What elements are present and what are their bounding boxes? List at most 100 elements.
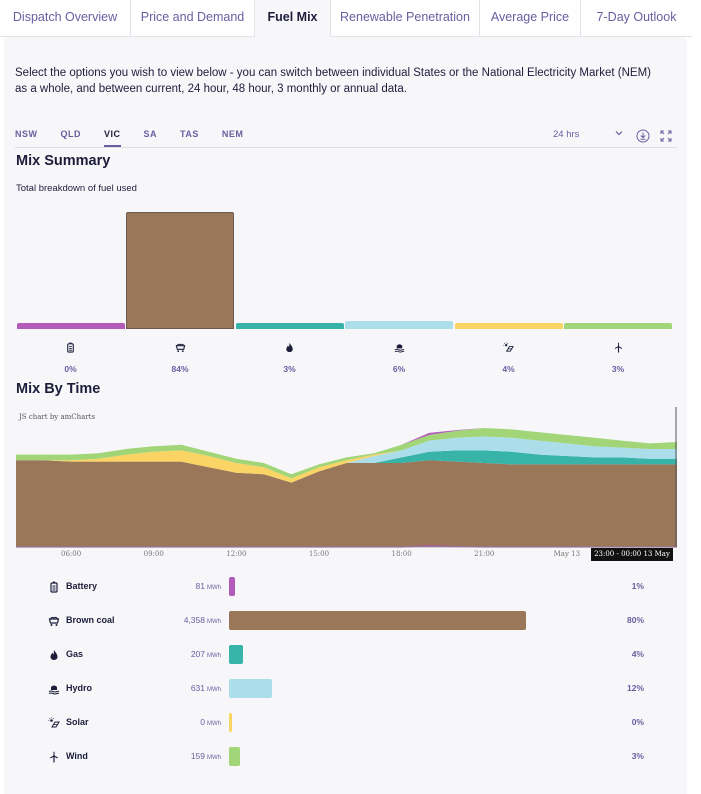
area-series-gas[interactable]	[16, 450, 677, 483]
fuel-energy-unit: MWh	[207, 755, 221, 761]
wind-icon	[48, 750, 60, 763]
area-series-solar[interactable]	[16, 436, 677, 483]
summary-label-solar: 4%	[454, 342, 563, 374]
solar-icon	[48, 716, 60, 728]
area-series-hydro[interactable]	[16, 436, 677, 483]
summary-bar-solar[interactable]	[454, 323, 563, 329]
state-tabs-divider	[15, 147, 677, 148]
x-tick-label: 09:00	[143, 550, 164, 558]
tab-fuel-mix[interactable]: Fuel Mix	[255, 0, 331, 37]
fuel-percent: 3%	[631, 751, 644, 761]
fuel-name: Gas	[66, 649, 84, 659]
time-range-value: 24 hrs	[553, 129, 580, 140]
summary-percent: 3%	[283, 364, 296, 374]
mix-summary-labels: 0% 84% 3% 6% 4% 3%	[16, 342, 673, 378]
x-tick-label: May 13	[553, 550, 581, 558]
fuel-energy-unit: MWh	[207, 585, 221, 591]
download-icon[interactable]	[636, 129, 650, 143]
x-tick-label: 15:00	[308, 550, 330, 558]
fuel-energy-unit: MWh	[207, 721, 221, 727]
summary-label-wind: 3%	[564, 342, 673, 374]
fuel-energy-unit: MWh	[207, 687, 221, 693]
fuel-energy-value: 159	[190, 751, 205, 761]
summary-bar-wind[interactable]	[564, 323, 672, 329]
fuel-percent: 4%	[631, 649, 644, 659]
fuel-energy-value: 207	[190, 649, 205, 659]
summary-percent: 4%	[502, 364, 515, 374]
chevron-down-icon	[615, 129, 623, 145]
mix-by-time-x-axis: 06:00 09:00 12:00 15:00 18:00 21:00 May 13	[16, 550, 677, 562]
summary-bar-brown-coal[interactable]	[126, 212, 234, 329]
tab-dispatch-overview[interactable]: Dispatch Overview	[0, 0, 131, 37]
mix-summary-title: Mix Summary	[16, 153, 111, 169]
tab-price-and-demand[interactable]: Price and Demand	[131, 0, 255, 37]
x-tick-label: 18:00	[391, 550, 412, 558]
tab-7-day-outlook[interactable]: 7-Day Outlook	[581, 0, 692, 37]
summary-bar-gas[interactable]	[235, 323, 344, 329]
fuel-energy: 81 MWh	[196, 581, 221, 591]
cursor-tooltip: 23:00 - 00:00 13 May	[591, 548, 673, 561]
x-tick-label: 21:00	[474, 550, 495, 558]
mix-summary-subtitle: Total breakdown of fuel used	[16, 183, 137, 194]
brown-coal-icon	[126, 342, 235, 353]
summary-percent: 84%	[171, 364, 189, 374]
fuel-percent: 1%	[631, 581, 644, 591]
fuel-share-bar[interactable]	[229, 611, 526, 630]
mix-summary-chart	[16, 199, 673, 329]
summary-bar-hydro[interactable]	[345, 320, 453, 329]
fuel-row-gas: Gas 207 MWh 4%	[4, 645, 687, 667]
fuel-share-bar[interactable]	[229, 679, 273, 698]
fuel-row-battery: Battery 81 MWh 1%	[4, 577, 687, 599]
fuel-share-bar[interactable]	[229, 577, 235, 596]
fuel-energy-unit: MWh	[207, 653, 221, 659]
solar-icon	[454, 342, 563, 353]
fuel-row-hydro: Hydro 631 MWh 12%	[4, 679, 687, 701]
x-tick-label: 06:00	[60, 550, 82, 558]
summary-percent: 3%	[611, 364, 625, 374]
brown-coal-icon	[48, 614, 60, 626]
state-tab-qld[interactable]: QLD	[60, 129, 81, 139]
state-tab-sa[interactable]: SA	[143, 129, 158, 139]
summary-label-battery: 0%	[16, 342, 125, 374]
state-tabs: NSW QLD VIC SA TAS NEM	[15, 129, 266, 147]
fuel-mix-panel: Select the options you wish to view belo…	[4, 37, 687, 794]
tab-renewable-penetration[interactable]: Renewable Penetration	[331, 0, 480, 37]
fuel-name: Battery	[66, 581, 98, 591]
intro-text: Select the options you wish to view belo…	[15, 67, 651, 95]
fuel-share-bar[interactable]	[229, 747, 240, 766]
hydro-icon	[345, 342, 454, 353]
fuel-energy-value: 0	[200, 717, 205, 727]
mix-by-time-title: Mix By Time	[16, 381, 101, 397]
fuel-energy-value: 81	[195, 581, 205, 591]
mix-by-time-chart	[16, 407, 677, 548]
fuel-name: Brown coal	[66, 615, 115, 625]
time-range-select[interactable]: 24 hrs	[553, 129, 623, 145]
fuel-row-wind: Wind 159 MWh 3%	[4, 747, 687, 769]
state-tab-nem[interactable]: NEM	[221, 129, 244, 139]
fuel-name: Hydro	[66, 683, 93, 693]
state-tab-vic[interactable]: VIC	[104, 129, 121, 147]
fuel-name: Solar	[66, 717, 89, 727]
gas-icon	[48, 648, 60, 660]
battery-icon	[48, 580, 60, 593]
fuel-energy: 631 MWh	[191, 683, 221, 693]
amcharts-credit[interactable]: JS chart by amCharts	[19, 413, 96, 421]
fuel-share-bar[interactable]	[229, 713, 232, 732]
expand-icon[interactable]	[660, 129, 674, 143]
battery-icon	[16, 342, 125, 353]
state-tab-nsw[interactable]: NSW	[15, 129, 38, 139]
summary-bar-battery[interactable]	[16, 323, 125, 329]
state-tab-tas[interactable]: TAS	[180, 129, 199, 139]
area-series-brown-coal[interactable]	[16, 460, 677, 547]
fuel-row-solar: Solar 0 MWh 0%	[4, 713, 687, 735]
fuel-energy: 0 MWh	[200, 717, 221, 727]
hydro-icon	[48, 682, 60, 695]
fuel-name: Wind	[66, 751, 88, 761]
summary-label-brown-coal: 84%	[126, 342, 235, 374]
fuel-row-brown-coal: Brown coal 4,358 MWh 80%	[4, 611, 687, 633]
fuel-share-bar[interactable]	[229, 645, 243, 664]
wind-icon	[564, 342, 673, 353]
x-tick-label: 12:00	[226, 550, 247, 558]
tab-average-price[interactable]: Average Price	[480, 0, 581, 37]
fuel-percent: 80%	[626, 615, 644, 625]
